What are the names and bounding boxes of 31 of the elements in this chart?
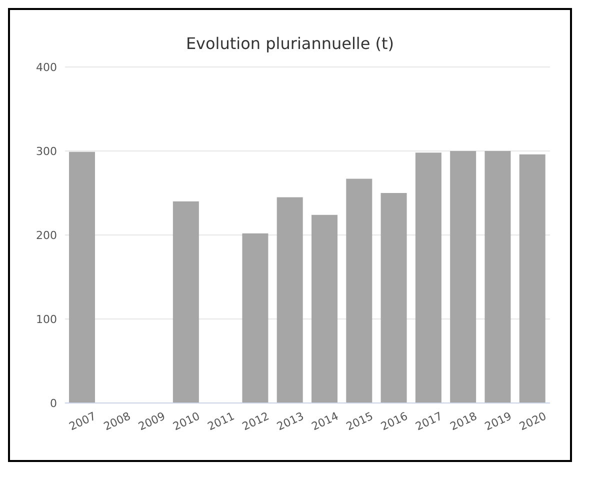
x-tick-label: 2020 bbox=[517, 410, 548, 434]
x-tick-label: 2007 bbox=[67, 410, 98, 434]
bar bbox=[415, 152, 442, 403]
y-tick-label: 300 bbox=[36, 144, 57, 158]
bar bbox=[242, 233, 268, 403]
bar bbox=[380, 193, 407, 403]
x-tick-label: 2011 bbox=[206, 410, 237, 434]
bar bbox=[312, 214, 338, 403]
y-tick-label: 400 bbox=[36, 60, 57, 74]
x-tick-label: 2010 bbox=[171, 410, 202, 434]
bar bbox=[484, 151, 511, 403]
x-tick-label: 2009 bbox=[136, 410, 168, 434]
bar bbox=[69, 152, 95, 403]
bar bbox=[172, 201, 199, 403]
x-tick-label: 2012 bbox=[240, 410, 272, 434]
x-tick-label: 2013 bbox=[274, 410, 306, 434]
bar bbox=[450, 151, 476, 403]
bar bbox=[346, 178, 372, 403]
y-tick-label: 200 bbox=[36, 228, 57, 242]
x-tick-label: 2019 bbox=[482, 410, 514, 434]
x-tick-label: 2017 bbox=[414, 410, 444, 434]
x-tick-label: 2016 bbox=[378, 410, 410, 434]
x-tick-label: 2014 bbox=[310, 410, 340, 434]
chart-title: Evolution pluriannuelle (t) bbox=[184, 34, 396, 53]
y-tick-label: 100 bbox=[36, 312, 57, 326]
y-tick-label: 0 bbox=[50, 396, 57, 410]
bar bbox=[519, 154, 546, 403]
x-tick-label: 2015 bbox=[344, 410, 376, 434]
bar bbox=[276, 197, 303, 403]
x-tick-label: 2008 bbox=[102, 410, 133, 434]
x-tick-label: 2018 bbox=[448, 410, 480, 434]
